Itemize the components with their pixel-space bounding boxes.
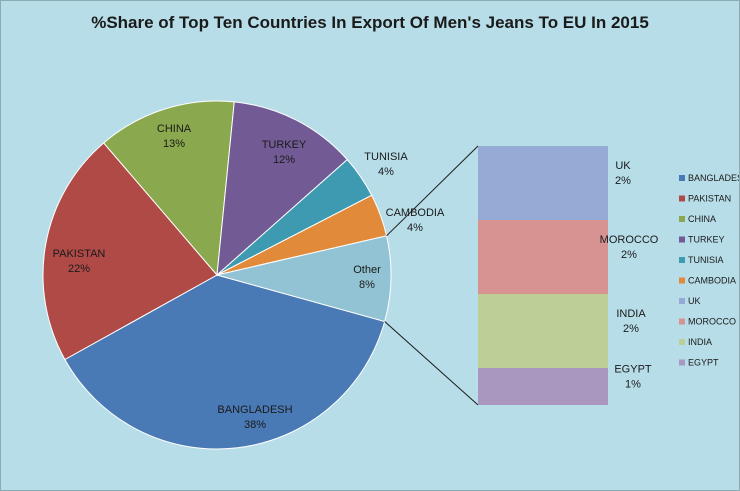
- pie-label-turkey: TURKEY: [262, 139, 307, 151]
- legend-swatch-2: [679, 216, 685, 222]
- legend-label-2: CHINA: [688, 214, 716, 224]
- legend-swatch-3: [679, 236, 685, 243]
- pie-slice-turkey: [216, 101, 348, 277]
- pie-pct-turkey: 12%: [273, 154, 295, 166]
- pie-slice-pakistan: [42, 142, 218, 361]
- breakdown-pct-morocco: 2%: [621, 249, 637, 261]
- breakdown-pct-egypt: 1%: [625, 379, 641, 391]
- legend-label-0: BANGLADES: [688, 173, 739, 183]
- pie-pct-tunisia: 4%: [378, 166, 394, 178]
- breakdown-label-morocco: MOROCCO: [600, 234, 659, 246]
- pie-slice-bangladesh: [64, 274, 386, 450]
- legend-label-8: INDIA: [688, 337, 712, 347]
- legend-label-6: UK: [688, 296, 701, 306]
- legend-label-7: MOROCCO: [688, 317, 736, 327]
- legend-swatch-7: [679, 318, 685, 325]
- pie-label-cambodia: CAMBODIA: [386, 207, 445, 219]
- pie-chart: BANGLADESH 38% PAKISTAN 22% CHINA 13% TURKEY 12…: [42, 100, 445, 450]
- pie-slice-china: [102, 100, 235, 277]
- breakdown-segment-uk: [478, 146, 608, 220]
- pie-label-tunisia: TUNISIA: [364, 151, 408, 163]
- pie-breakdown-connectors: [384, 145, 479, 406]
- legend-label-3: TURKEY: [688, 235, 725, 245]
- breakdown-segment-morocco: [478, 220, 608, 294]
- legend-label-1: PAKISTAN: [688, 194, 731, 204]
- breakdown-segment-egypt: [478, 368, 608, 405]
- legend-label-4: TUNISIA: [688, 255, 724, 265]
- legend-swatch-4: [679, 257, 685, 263]
- breakdown-stacked-bar: UK 2% MOROCCO 2% INDIA 2% EGYPT 1%: [478, 146, 659, 405]
- legend-label-5: CAMBODIA: [688, 276, 736, 286]
- pie-pct-bangladesh: 38%: [244, 419, 266, 431]
- legend-swatch-5: [679, 277, 685, 284]
- breakdown-label-egypt: EGYPT: [614, 364, 652, 376]
- legend-swatch-8: [679, 339, 685, 345]
- legend-swatch-1: [679, 195, 685, 202]
- legend-swatch-0: [679, 175, 685, 181]
- pie-label-pakistan: PAKISTAN: [53, 248, 106, 260]
- pie-label-china: CHINA: [157, 123, 192, 135]
- pie-pct-other: 8%: [359, 279, 375, 291]
- chart-title: %Share of Top Ten Countries In Export Of…: [91, 13, 649, 32]
- breakdown-label-uk: UK: [615, 160, 631, 172]
- legend-label-9: EGYPT: [688, 358, 719, 368]
- breakdown-segment-india: [478, 294, 608, 368]
- pie-pct-pakistan: 22%: [68, 263, 90, 275]
- pie-label-other: Other: [353, 264, 381, 276]
- chart-legend: BANGLADES PAKISTAN CHINA TURKEY TUNISIA CAMBO…: [679, 173, 739, 368]
- pie-label-bangladesh: BANGLADESH: [217, 404, 292, 416]
- breakdown-pct-uk: 2%: [615, 175, 631, 187]
- breakdown-pct-india: 2%: [623, 323, 639, 335]
- connector-line-top: [386, 145, 479, 237]
- pie-pct-china: 13%: [163, 138, 185, 150]
- connector-line-bottom: [384, 321, 479, 406]
- legend-swatch-9: [679, 359, 685, 366]
- pie-pct-cambodia: 4%: [407, 222, 423, 234]
- pie-slice-other: [216, 235, 392, 323]
- legend-swatch-6: [679, 298, 685, 304]
- breakdown-label-india: INDIA: [616, 308, 646, 320]
